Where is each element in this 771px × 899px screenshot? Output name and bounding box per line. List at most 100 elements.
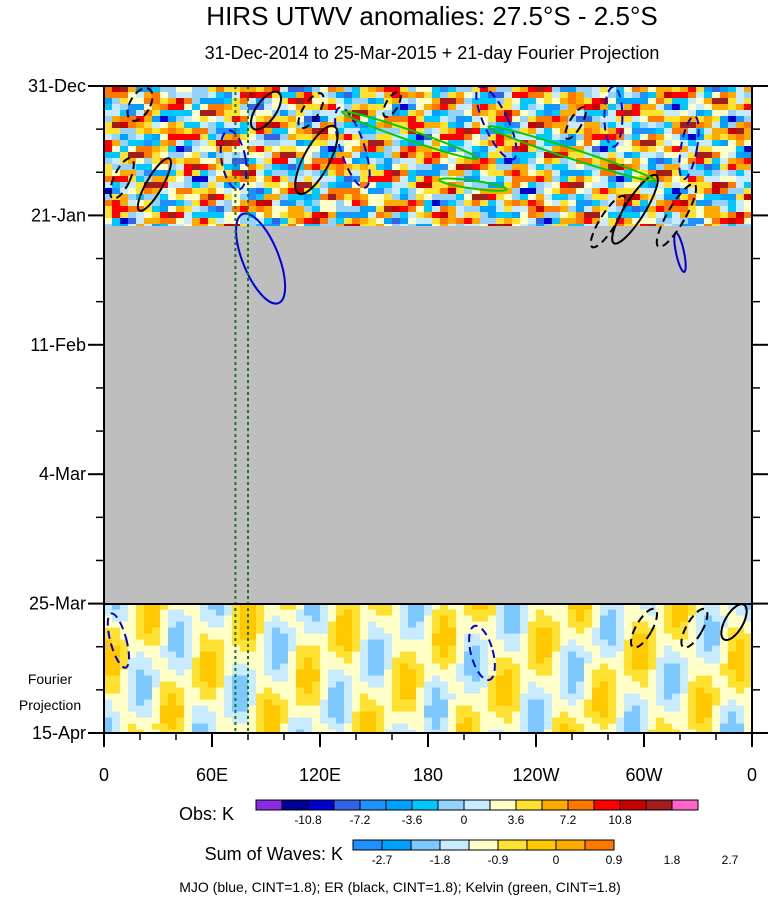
obs-cell bbox=[168, 206, 177, 213]
obs-cell bbox=[736, 104, 745, 111]
forecast-cell bbox=[456, 651, 465, 659]
obs-cell bbox=[656, 122, 665, 129]
obs-cell bbox=[664, 146, 673, 153]
obs-cell bbox=[400, 134, 409, 141]
obs-cell bbox=[384, 122, 393, 129]
obs-cell bbox=[208, 122, 217, 129]
forecast-cell bbox=[592, 639, 601, 647]
forecast-cell bbox=[376, 609, 385, 617]
forecast-cell bbox=[488, 705, 497, 713]
forecast-cell bbox=[560, 717, 569, 725]
obs-cell bbox=[288, 176, 297, 183]
forecast-cell bbox=[560, 627, 569, 635]
forecast-cell bbox=[568, 729, 577, 733]
forecast-cell bbox=[568, 669, 577, 677]
forecast-cell bbox=[424, 609, 433, 617]
forecast-cell bbox=[400, 705, 409, 713]
obs-cell bbox=[424, 200, 433, 207]
obs-cell bbox=[280, 164, 289, 171]
forecast-cell bbox=[320, 633, 329, 641]
forecast-cell bbox=[448, 609, 457, 617]
forecast-cell bbox=[560, 633, 569, 641]
obs-cell bbox=[160, 134, 169, 141]
forecast-cell bbox=[664, 711, 673, 719]
obs-cell bbox=[224, 104, 233, 111]
forecast-cell bbox=[664, 699, 673, 707]
obs-cell bbox=[360, 224, 369, 226]
forecast-cell bbox=[216, 604, 225, 611]
forecast-cell bbox=[272, 723, 281, 731]
obs-cell bbox=[504, 92, 513, 99]
obs-cell bbox=[104, 98, 113, 105]
forecast-cell bbox=[728, 723, 737, 731]
forecast-cell bbox=[160, 657, 169, 665]
obs-cell bbox=[360, 86, 369, 93]
forecast-cell bbox=[216, 615, 225, 623]
obs-cell bbox=[744, 164, 752, 171]
forecast-cell bbox=[152, 723, 161, 731]
forecast-cell bbox=[488, 633, 497, 641]
obs-cell bbox=[200, 188, 209, 195]
obs-cell bbox=[152, 182, 161, 189]
forecast-cell bbox=[296, 651, 305, 659]
obs-cell bbox=[248, 164, 257, 171]
forecast-cell bbox=[544, 687, 553, 695]
forecast-cell bbox=[400, 627, 409, 635]
forecast-cell bbox=[360, 615, 369, 623]
forecast-cell bbox=[296, 687, 305, 695]
obs-cell bbox=[704, 218, 713, 225]
obs-cell bbox=[616, 110, 625, 117]
obs-cell bbox=[584, 98, 593, 105]
obs-cell bbox=[728, 176, 737, 183]
forecast-cell bbox=[320, 687, 329, 695]
obs-cell bbox=[672, 218, 681, 225]
forecast-cell bbox=[328, 717, 337, 725]
obs-cell bbox=[528, 86, 537, 93]
forecast-cell bbox=[424, 663, 433, 671]
forecast-cell bbox=[176, 687, 185, 695]
obs-cell bbox=[728, 146, 737, 153]
obs-cell bbox=[416, 122, 425, 129]
obs-cell bbox=[120, 134, 129, 141]
obs-cell bbox=[624, 116, 633, 123]
obs-cell bbox=[456, 200, 465, 207]
obs-cell bbox=[144, 104, 153, 111]
forecast-cell bbox=[528, 729, 537, 733]
forecast-cell bbox=[432, 669, 441, 677]
forecast-cell bbox=[312, 669, 321, 677]
obs-cell bbox=[432, 122, 441, 129]
forecast-cell bbox=[192, 705, 201, 713]
obs-cell bbox=[584, 188, 593, 195]
obs-cell bbox=[736, 164, 745, 171]
forecast-cell bbox=[600, 645, 609, 653]
forecast-cell bbox=[704, 729, 713, 733]
forecast-cell bbox=[232, 711, 241, 719]
forecast-cell bbox=[560, 693, 569, 701]
forecast-cell bbox=[200, 639, 209, 647]
forecast-cell bbox=[624, 705, 633, 713]
obs-cell bbox=[264, 140, 273, 147]
obs-cell bbox=[184, 152, 193, 159]
obs-cell bbox=[680, 182, 689, 189]
obs-cell bbox=[192, 182, 201, 189]
forecast-cell bbox=[272, 609, 281, 617]
obs-cell bbox=[688, 104, 697, 111]
obs-cell bbox=[424, 110, 433, 117]
obs-cell bbox=[288, 92, 297, 99]
forecast-cell bbox=[688, 723, 697, 731]
obs-cell bbox=[624, 110, 633, 117]
obs-cell bbox=[392, 134, 401, 141]
obs-cell bbox=[424, 170, 433, 177]
forecast-cell bbox=[128, 651, 137, 659]
obs-cell bbox=[344, 122, 353, 129]
obs-cell bbox=[680, 116, 689, 123]
forecast-cell bbox=[648, 699, 657, 707]
obs-cell bbox=[592, 104, 601, 111]
obs-cell bbox=[312, 104, 321, 111]
obs-cell bbox=[560, 176, 569, 183]
forecast-cell bbox=[568, 705, 577, 713]
obs-cell bbox=[440, 164, 449, 171]
mjo-contour bbox=[106, 612, 130, 669]
obs-cell bbox=[312, 122, 321, 129]
